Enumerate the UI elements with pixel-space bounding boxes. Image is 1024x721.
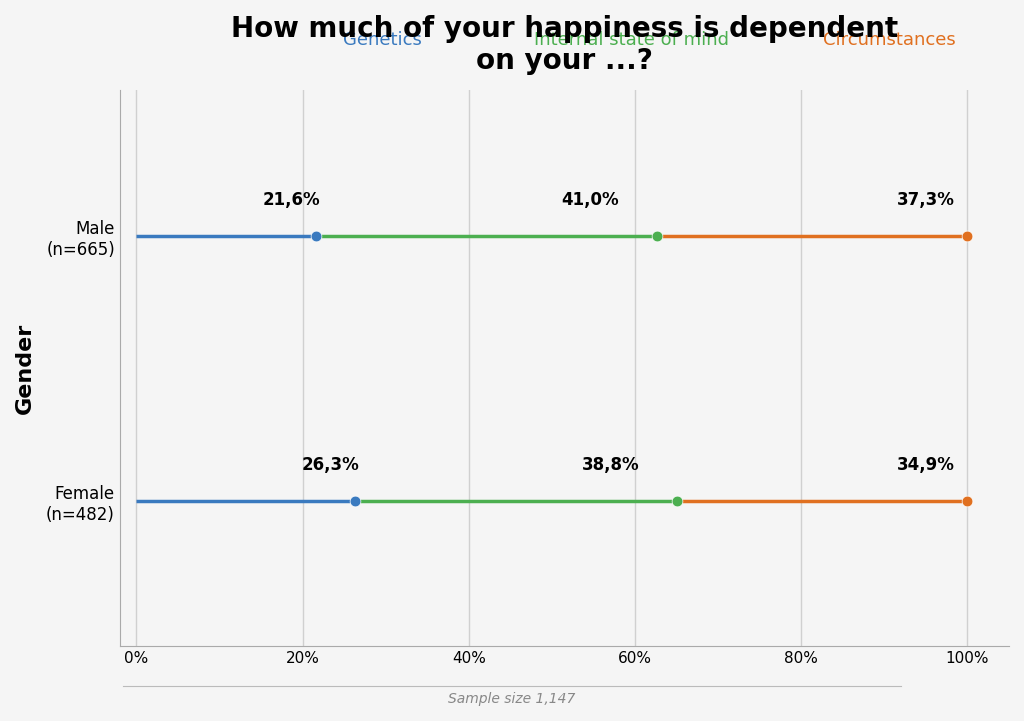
Text: 21,6%: 21,6%: [262, 192, 319, 209]
Text: 38,8%: 38,8%: [583, 456, 640, 474]
Point: [347, 495, 364, 507]
Point: [648, 230, 665, 242]
Point: [959, 230, 976, 242]
Text: 41,0%: 41,0%: [561, 192, 618, 209]
Point: [670, 495, 686, 507]
Y-axis label: Gender: Gender: [15, 323, 35, 414]
Text: 34,9%: 34,9%: [897, 456, 954, 474]
Text: 26,3%: 26,3%: [301, 456, 359, 474]
Text: Sample size 1,147: Sample size 1,147: [449, 692, 575, 706]
Text: Genetics: Genetics: [343, 31, 422, 49]
Point: [308, 230, 325, 242]
Title: How much of your happiness is dependent
on your ...?: How much of your happiness is dependent …: [230, 15, 898, 76]
Text: Internal state of mind: Internal state of mind: [534, 31, 729, 49]
Text: 37,3%: 37,3%: [897, 192, 954, 209]
Text: Circumstances: Circumstances: [822, 31, 955, 49]
Point: [959, 495, 976, 507]
